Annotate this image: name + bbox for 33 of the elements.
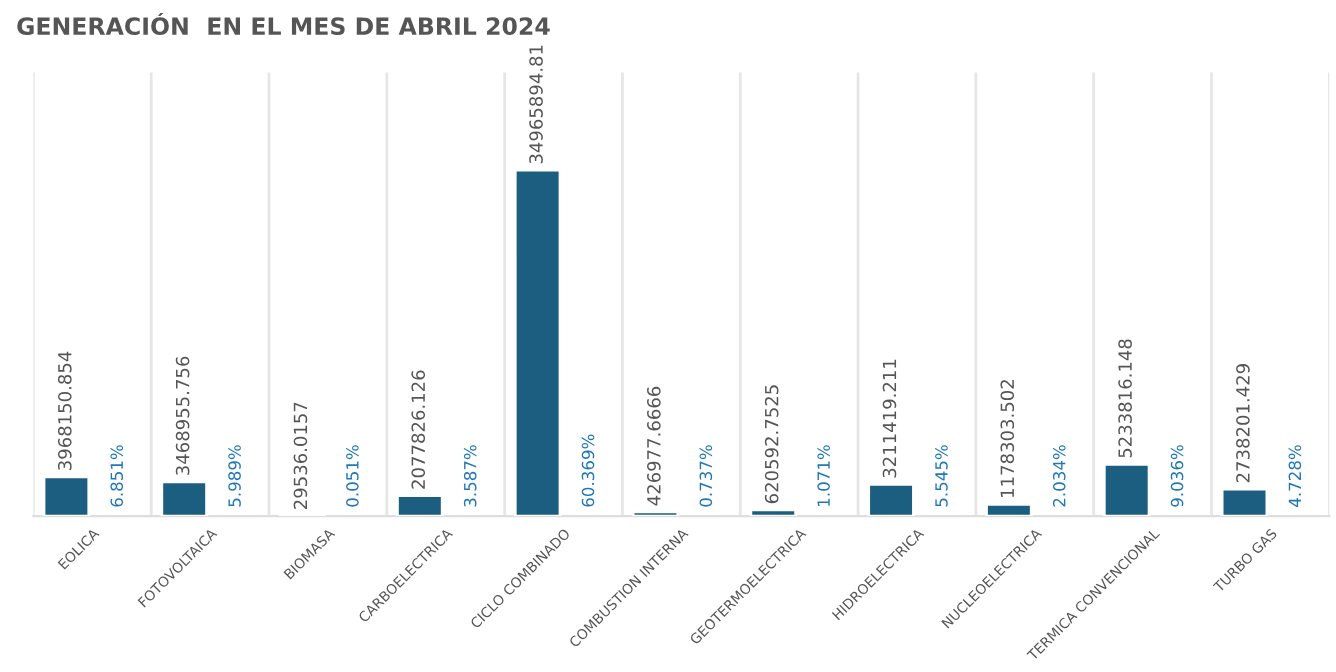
chart-title: GENERACIÓN EN EL MES DE ABRIL 2024: [17, 12, 550, 36]
data-label: 29536.0157: [293, 402, 308, 509]
annotation: 5.545%: [935, 445, 948, 507]
annotation: 9.036%: [1170, 445, 1184, 507]
annotation: 2.034%: [1052, 445, 1066, 507]
data-label: 426977.6666: [647, 386, 661, 506]
annotation: 6.851%: [110, 445, 124, 507]
annotation: 0.051%: [346, 445, 359, 507]
data-label: 2738201.429: [1236, 364, 1250, 483]
bar: [749, 508, 798, 517]
bar: [1220, 487, 1269, 517]
bar: [513, 168, 562, 517]
data-label: 3468955.756: [175, 356, 190, 475]
data-label: 1178303.502: [1000, 380, 1015, 497]
annotation: 1.071%: [817, 445, 830, 506]
bar: [1102, 462, 1151, 517]
data-label: 5233816.148: [1118, 339, 1132, 458]
annotation: 3.587%: [463, 445, 477, 507]
data-label: 3968150.854: [57, 351, 72, 470]
bar: [42, 475, 91, 517]
annotation: 4.728%: [1288, 445, 1302, 507]
bar: [867, 482, 915, 517]
bar: [631, 510, 680, 517]
bar: [985, 503, 1033, 517]
data-label: 2077826.126: [411, 370, 426, 489]
bar: [160, 480, 208, 517]
data-label: 3211419.211: [882, 359, 897, 478]
bar: [396, 494, 444, 517]
annotation: 60.369%: [581, 434, 595, 507]
data-label: 34965894.81: [529, 45, 543, 164]
annotation: 5.989%: [228, 445, 241, 507]
annotation: 0.737%: [699, 445, 713, 507]
data-label: 620592.7525: [764, 385, 779, 504]
